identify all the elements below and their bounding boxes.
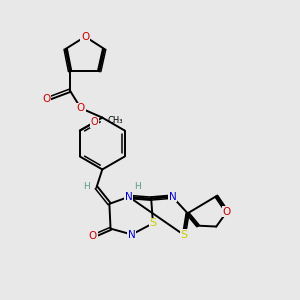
Text: H: H (83, 182, 90, 191)
Text: CH₃: CH₃ (107, 116, 123, 125)
Text: S: S (181, 230, 188, 240)
Text: S: S (149, 218, 157, 228)
Text: O: O (42, 94, 50, 104)
Text: O: O (77, 103, 85, 113)
Text: N: N (125, 192, 133, 202)
Text: O: O (223, 207, 231, 217)
Text: O: O (91, 117, 98, 127)
Text: N: N (128, 230, 136, 239)
Text: O: O (89, 231, 97, 241)
Text: O: O (81, 32, 89, 42)
Text: H: H (134, 182, 140, 191)
Text: N: N (169, 192, 176, 202)
